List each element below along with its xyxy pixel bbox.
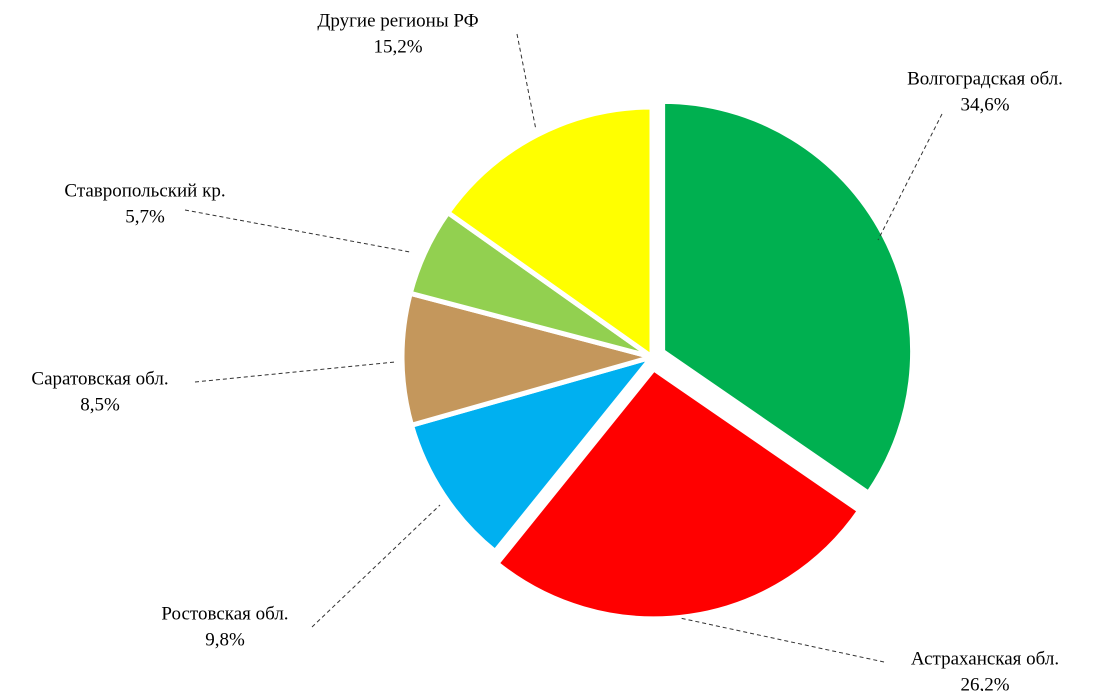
slice-value-label: 8,5% — [80, 394, 120, 415]
slice-label: Ростовская обл. — [161, 603, 288, 624]
slice-value-label: 26,2% — [960, 674, 1009, 691]
leader-line — [679, 617, 885, 663]
slice-value-label: 15,2% — [373, 36, 422, 57]
leader-line — [516, 33, 537, 131]
pie-slice — [408, 354, 655, 555]
leader-line — [194, 361, 396, 383]
slice-label: Астраханская обл. — [911, 648, 1059, 669]
pie-slice — [445, 104, 655, 360]
slice-value-label: 34,6% — [960, 94, 1009, 115]
slice-label: Другие регионы РФ — [317, 10, 478, 31]
slice-label: Саратовская обл. — [31, 368, 168, 389]
slice-value-label: 9,8% — [205, 629, 245, 650]
pie-slice — [494, 366, 863, 622]
leader-line — [184, 209, 411, 253]
pie-slice — [399, 290, 655, 428]
labels: Волгоградская обл. 34,6% Астраханская обл.… — [31, 10, 1063, 691]
slice-label: Волгоградская обл. — [907, 68, 1063, 89]
pie — [399, 98, 916, 622]
pie-slice — [660, 98, 916, 496]
leader-line — [877, 113, 943, 241]
leader-line — [311, 504, 441, 628]
slice-value-label: 5,7% — [125, 206, 165, 227]
slice-label: Ставропольский кр. — [64, 180, 225, 201]
